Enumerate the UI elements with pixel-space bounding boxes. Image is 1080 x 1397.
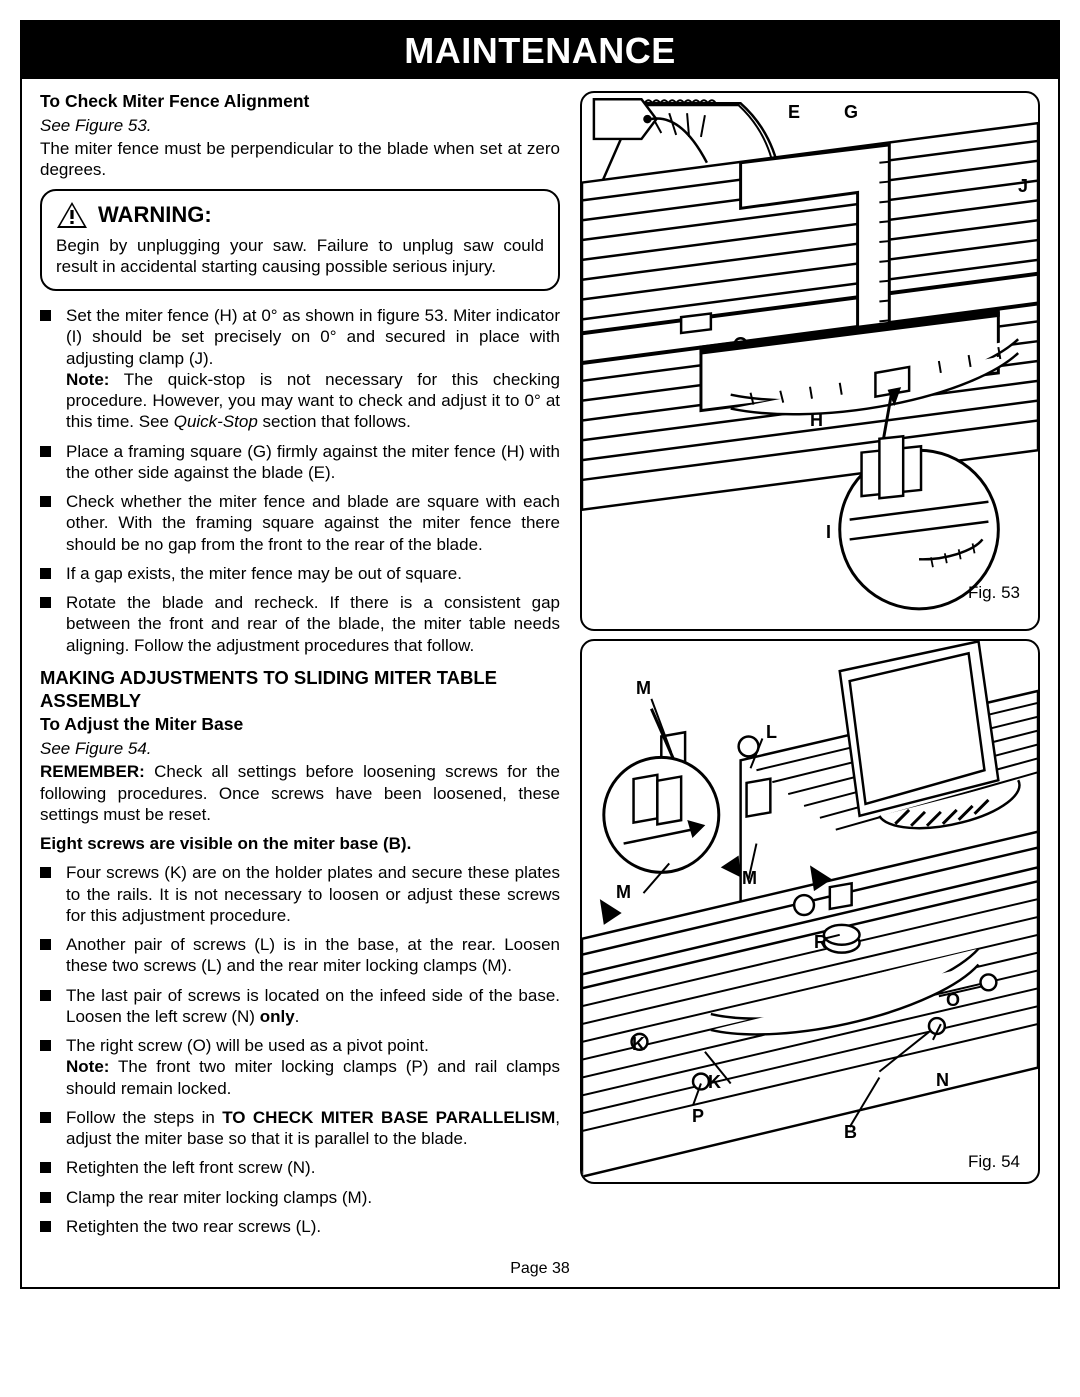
page-frame: MAINTENANCE To Check Miter Fence Alignme… — [20, 20, 1060, 1289]
callout-M1: M — [636, 677, 651, 700]
bullet-list-1: Set the miter fence (H) at 0° as shown i… — [40, 305, 560, 656]
note-label: Note: — [66, 370, 109, 389]
figure-53-illustration — [582, 93, 1038, 629]
bold-only: only — [260, 1007, 295, 1026]
callout-O: O — [946, 989, 960, 1012]
bullet-item: Another pair of screws (L) is in the bas… — [40, 934, 560, 977]
note-label: Note: — [66, 1057, 109, 1076]
figure-54-illustration — [582, 641, 1038, 1182]
bold-ref: TO CHECK MITER BASE PARALLELISM — [222, 1108, 555, 1127]
figure-53: E G J H I Fig. 53 — [580, 91, 1040, 631]
bullet-pre: Follow the steps in — [66, 1108, 222, 1127]
intro-paragraph: The miter fence must be perpendicular to… — [40, 138, 560, 181]
callout-R: R — [814, 931, 827, 954]
bullet-item: Clamp the rear miter locking clamps (M). — [40, 1187, 560, 1208]
figure-54-label: Fig. 54 — [968, 1151, 1020, 1172]
callout-B: B — [844, 1121, 857, 1144]
bullet-item: Place a framing square (G) firmly agains… — [40, 441, 560, 484]
note-tail: section that follows. — [258, 412, 411, 431]
callout-L: L — [766, 721, 777, 744]
remember-label: REMEMBER: — [40, 762, 145, 781]
warning-label: WARNING: — [98, 201, 212, 229]
bullet-item: Follow the steps in TO CHECK MITER BASE … — [40, 1107, 560, 1150]
screws-line: Eight screws are visible on the miter ba… — [40, 833, 560, 854]
callout-P: P — [692, 1105, 704, 1128]
bullet-text: Check whether the miter fence and blade … — [66, 492, 560, 554]
bullet-text: Retighten the left front screw (N). — [66, 1158, 315, 1177]
page-number: Page 38 — [22, 1247, 1058, 1287]
bullet-text: If a gap exists, the miter fence may be … — [66, 564, 462, 583]
callout-I: I — [826, 521, 831, 544]
bullet-item: Retighten the left front screw (N). — [40, 1157, 560, 1178]
right-column: E G J H I Fig. 53 — [580, 91, 1040, 1247]
figure-54: M L M M R O K K N P B Fig. 54 — [580, 639, 1040, 1184]
left-column: To Check Miter Fence Alignment See Figur… — [40, 91, 560, 1247]
note-italic: Quick-Stop — [174, 412, 258, 431]
warning-header: WARNING: — [56, 201, 544, 229]
see-figure-54: See Figure 54. — [40, 738, 560, 759]
callout-E: E — [788, 101, 800, 124]
bullet-text: Rotate the blade and recheck. If there i… — [66, 593, 560, 655]
bullet-item: The right screw (O) will be used as a pi… — [40, 1035, 560, 1099]
subhead-adjust-base: To Adjust the Miter Base — [40, 714, 560, 736]
warning-text: Begin by unplugging your saw. Failure to… — [56, 235, 544, 278]
warning-triangle-icon — [56, 201, 88, 229]
callout-K2: K — [708, 1071, 721, 1094]
bullet-text: Retighten the two rear screws (L). — [66, 1217, 321, 1236]
callout-J: J — [1018, 175, 1028, 198]
bullet-item: Rotate the blade and recheck. If there i… — [40, 592, 560, 656]
bullet-item: The last pair of screws is located on th… — [40, 985, 560, 1028]
bullet-text: The right screw (O) will be used as a pi… — [66, 1036, 429, 1055]
callout-G: G — [844, 101, 858, 124]
callout-K1: K — [632, 1033, 645, 1056]
content-columns: To Check Miter Fence Alignment See Figur… — [22, 79, 1058, 1247]
remember-paragraph: REMEMBER: Check all settings before loos… — [40, 761, 560, 825]
bullet-item: If a gap exists, the miter fence may be … — [40, 563, 560, 584]
callout-H: H — [810, 409, 823, 432]
bullet-text: Set the miter fence (H) at 0° as shown i… — [66, 306, 560, 368]
warning-box: WARNING: Begin by unplugging your saw. F… — [40, 189, 560, 292]
bullet-list-2: Four screws (K) are on the holder plates… — [40, 862, 560, 1237]
section-title-bar: MAINTENANCE — [22, 22, 1058, 79]
section-head-adjustments: MAKING ADJUSTMENTS TO SLIDING MITER TABL… — [40, 666, 560, 712]
callout-N: N — [936, 1069, 949, 1092]
callout-M3: M — [616, 881, 631, 904]
figure-53-label: Fig. 53 — [968, 582, 1020, 603]
bullet-text: Clamp the rear miter locking clamps (M). — [66, 1188, 372, 1207]
bullet-item: Check whether the miter fence and blade … — [40, 491, 560, 555]
bullet-text: Another pair of screws (L) is in the bas… — [66, 935, 560, 975]
bullet-text: Four screws (K) are on the holder plates… — [66, 863, 560, 925]
bullet-text: The last pair of screws is located on th… — [66, 986, 560, 1026]
bullet-item: Set the miter fence (H) at 0° as shown i… — [40, 305, 560, 433]
bullet-text: Place a framing square (G) firmly agains… — [66, 442, 560, 482]
see-figure-53: See Figure 53. — [40, 115, 560, 136]
note-text: The front two miter locking clamps (P) a… — [66, 1057, 560, 1097]
bullet-item: Four screws (K) are on the holder plates… — [40, 862, 560, 926]
subhead-check-alignment: To Check Miter Fence Alignment — [40, 91, 560, 113]
callout-M2: M — [742, 867, 757, 890]
bullet-tail: . — [295, 1007, 300, 1026]
bullet-item: Retighten the two rear screws (L). — [40, 1216, 560, 1237]
